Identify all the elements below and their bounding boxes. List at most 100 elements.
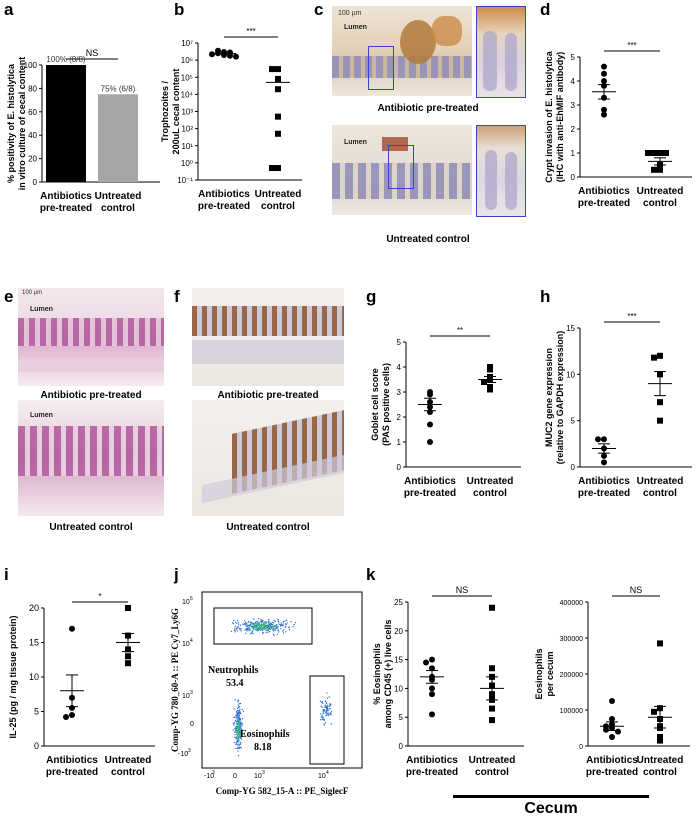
flow-event-dot [286, 622, 288, 624]
x-group-label: control [111, 767, 145, 778]
y-tick-label: 3 [397, 388, 402, 397]
flow-event-dot [262, 624, 264, 626]
flow-event-dot [238, 627, 240, 629]
flow-event-dot [277, 620, 279, 622]
flow-event-dot [235, 747, 237, 749]
data-point-circle [601, 436, 607, 443]
y-tick-label: 300000 [560, 636, 583, 643]
data-point-square [657, 737, 663, 744]
significance-label: *** [627, 41, 636, 50]
flow-event-dot [233, 716, 235, 718]
flow-event-dot [240, 736, 242, 738]
flow-event-dot [327, 706, 329, 708]
flow-event-dot [234, 736, 236, 739]
x-group-label: pre-treated [198, 201, 250, 212]
flow-event-dot [327, 708, 329, 710]
data-point-circle [221, 51, 227, 58]
flow-event-dot [321, 701, 323, 703]
flow-event-dot [282, 632, 285, 634]
flow-event-dot [245, 632, 247, 634]
flow-event-dot [261, 620, 263, 623]
flow-event-dot [268, 621, 270, 623]
flow-event-dot [264, 622, 266, 624]
flow-event-dot [328, 714, 330, 716]
flow-event-dot [239, 724, 241, 726]
flow-event-dot [320, 716, 323, 718]
flow-event-dot [236, 723, 238, 726]
gate-eosinophils [309, 675, 345, 765]
flow-event-dot [259, 625, 261, 627]
y-axis-label: in vitro culture of cecal content [17, 57, 27, 191]
flow-event-dot [322, 709, 324, 711]
flow-event-dot [329, 705, 331, 707]
flow-event-dot [326, 711, 328, 713]
y-tick-label: 10⁴ [181, 90, 194, 99]
flow-event-dot [263, 622, 265, 624]
flow-event-dot [239, 725, 241, 727]
flow-event-dot [290, 621, 292, 623]
flow-event-dot [267, 631, 269, 633]
data-point-circle [429, 656, 435, 663]
flow-event-dot [257, 624, 259, 627]
flow-event-dot [320, 719, 322, 721]
y-tick-label: 10⁶ [181, 56, 193, 65]
x-group-label: Untreated [255, 189, 302, 200]
flow-event-dot [257, 627, 259, 629]
caption-f-top: Antibiotic pre-treated [217, 390, 319, 401]
flow-event-dot [264, 626, 266, 628]
y-tick-label: 5 [399, 713, 404, 722]
flow-event-dot [271, 621, 274, 624]
flow-event-dot [234, 716, 236, 718]
flow-event-dot [262, 629, 264, 631]
flow-event-dot [323, 724, 325, 726]
flow-event-dot [278, 629, 280, 631]
flow-event-dot [321, 706, 323, 708]
flow-event-dot [278, 623, 280, 625]
flow-event-dot [268, 619, 270, 621]
flow-event-dot [238, 716, 240, 718]
y-axis-label: among CD45 (+) live cells [383, 620, 393, 729]
flow-event-dot [235, 726, 237, 728]
flow-event-dot [285, 625, 287, 628]
data-point-square [657, 150, 663, 156]
flow-event-dot [241, 725, 243, 727]
x-group-label: control [473, 488, 507, 499]
flow-event-dot [236, 731, 238, 733]
flow-event-dot [320, 705, 322, 707]
flow-event-dot [280, 622, 282, 624]
data-point-square [269, 66, 275, 73]
flow-event-dot [235, 743, 237, 745]
y-tick-label: 5 [571, 53, 576, 62]
y-tick-label: 10 [29, 672, 39, 682]
y-tick-label: 10¹ [181, 142, 193, 151]
flow-event-dot [254, 622, 256, 624]
flow-event-dot [238, 720, 240, 722]
flow-event-dot [237, 714, 239, 716]
data-point-square [275, 86, 281, 93]
data-point-square [489, 705, 495, 712]
flow-event-dot [256, 622, 258, 625]
flow-event-dot [271, 623, 273, 626]
flow-event-dot [330, 712, 332, 714]
flow-event-dot [237, 738, 239, 740]
flow-event-dot [271, 627, 273, 629]
flow-event-dot [280, 625, 282, 627]
flow-event-dot [249, 622, 251, 624]
y-tick-label: 5 [397, 338, 402, 347]
flow-event-dot [321, 714, 323, 716]
data-point-square [645, 150, 651, 156]
flow-event-dot [259, 626, 261, 628]
flow-event-dot [249, 627, 251, 629]
flow-event-dot [327, 704, 329, 706]
flow-event-dot [253, 618, 255, 620]
x-group-label: pre-treated [40, 203, 92, 214]
flow-event-dot [236, 738, 238, 740]
flow-event-dot [264, 624, 266, 626]
flow-event-dot [236, 735, 238, 737]
flow-event-dot [237, 723, 239, 725]
flow-event-dot [264, 626, 266, 628]
flow-event-dot [257, 627, 259, 629]
flow-event-dot [272, 624, 274, 626]
flow-event-dot [240, 737, 242, 739]
